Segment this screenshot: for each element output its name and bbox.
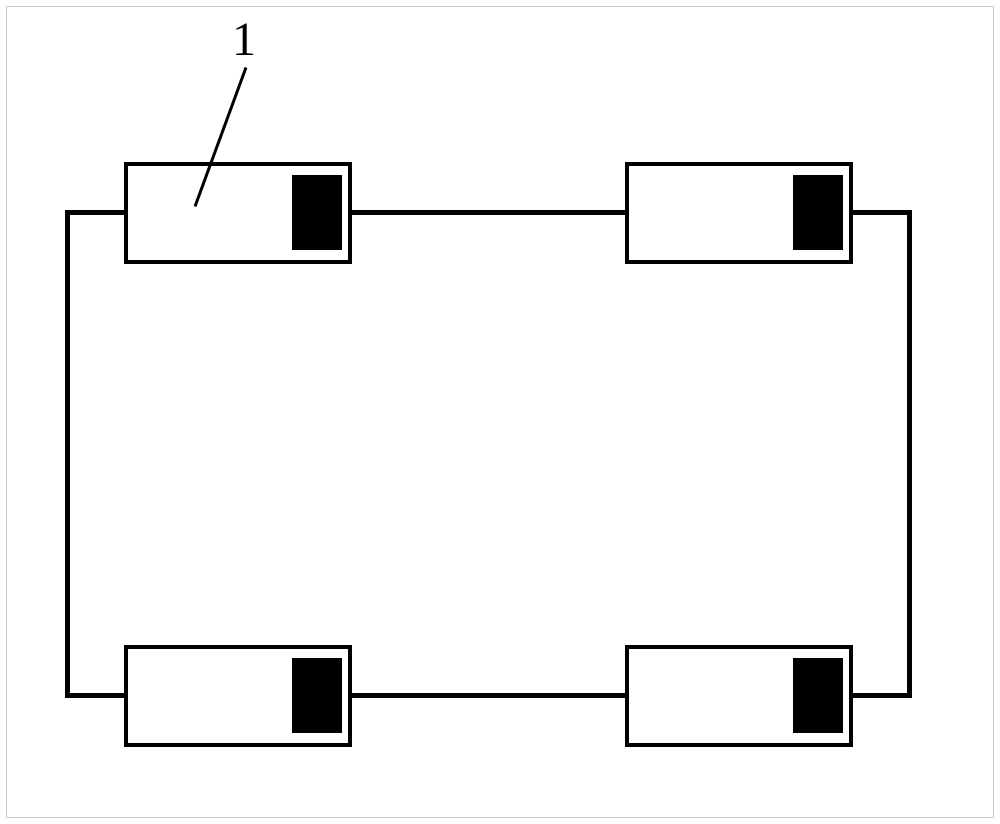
wire-top-mid — [352, 210, 625, 215]
component-bottom-right-inner — [793, 658, 843, 733]
wire-right-top-horizontal — [853, 210, 912, 215]
wire-right-vertical — [907, 210, 912, 698]
wire-bottom-mid — [352, 693, 625, 698]
diagram-container: 1 — [0, 0, 1000, 824]
label-1: 1 — [232, 12, 256, 67]
wire-left-top-horizontal — [65, 210, 124, 215]
component-bottom-left-inner — [292, 658, 342, 733]
wire-right-bottom-horizontal — [853, 693, 912, 698]
component-top-right-inner — [793, 175, 843, 250]
wire-left-vertical — [65, 210, 70, 698]
wire-left-bottom-horizontal — [65, 693, 124, 698]
component-top-left-inner — [292, 175, 342, 250]
